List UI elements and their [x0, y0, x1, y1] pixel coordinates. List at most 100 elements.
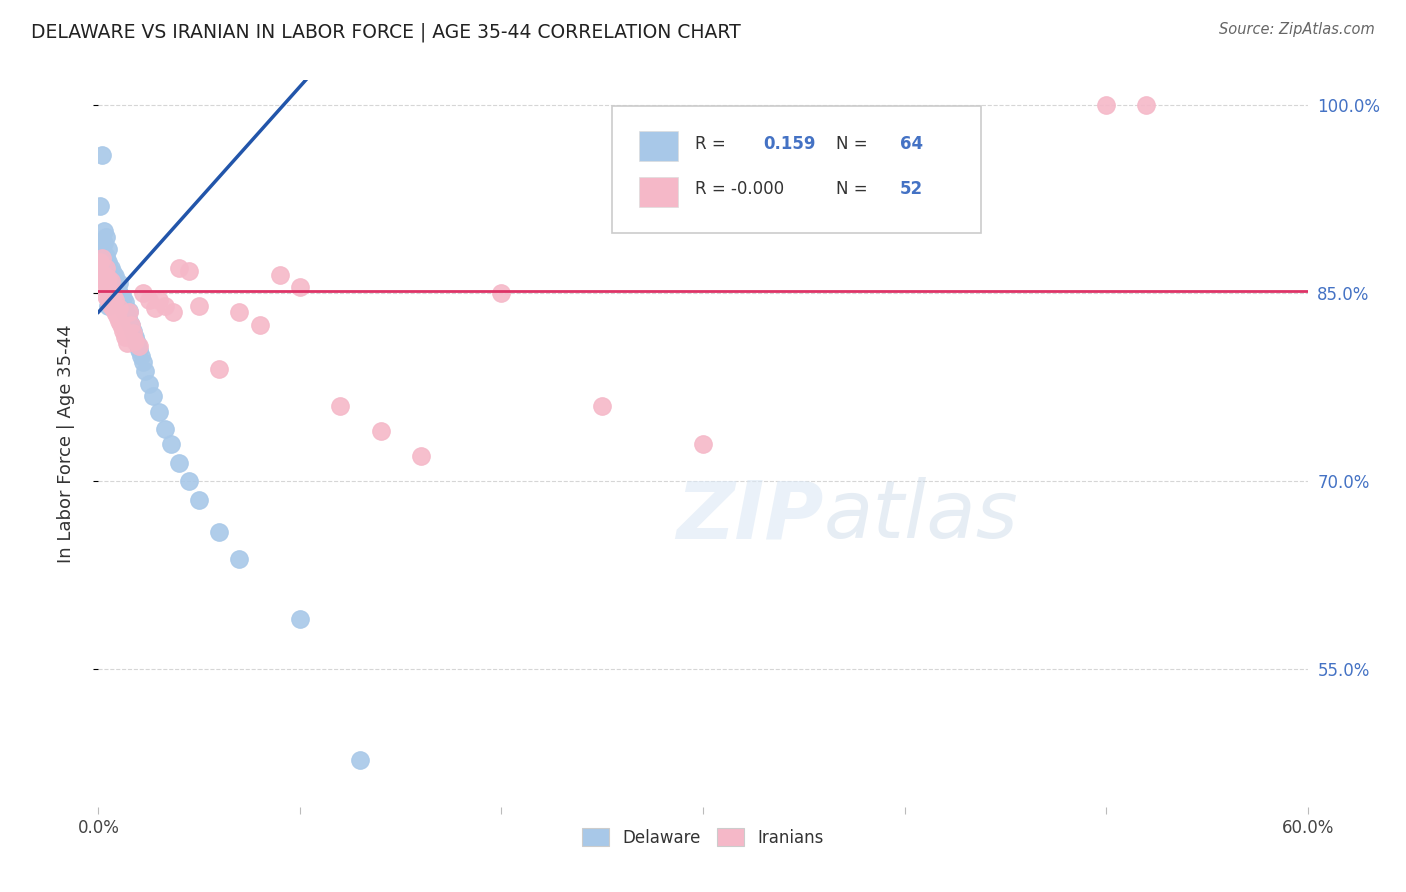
Point — [208, 361, 231, 376]
Point — [96, 230, 118, 244]
Point — [110, 289, 132, 303]
Point — [111, 324, 134, 338]
Point — [97, 243, 120, 257]
Point — [93, 249, 115, 263]
Point — [107, 301, 129, 316]
Point — [111, 292, 134, 306]
Point — [129, 349, 152, 363]
Point — [125, 336, 148, 351]
Point — [188, 299, 211, 313]
Text: N =: N = — [837, 135, 868, 153]
Text: N =: N = — [837, 180, 868, 198]
Point — [228, 552, 250, 566]
Point — [107, 296, 129, 310]
Point — [228, 305, 250, 319]
Point — [128, 339, 150, 353]
Point — [120, 318, 142, 332]
Point — [124, 334, 146, 348]
Point — [100, 261, 122, 276]
Point — [118, 305, 141, 319]
Point — [692, 437, 714, 451]
Point — [167, 456, 190, 470]
Legend: Delaware, Iranians: Delaware, Iranians — [575, 822, 831, 854]
Text: R =: R = — [695, 135, 725, 153]
Point — [100, 286, 122, 301]
Point — [96, 289, 118, 303]
FancyBboxPatch shape — [638, 178, 678, 207]
Point — [91, 236, 114, 251]
Point — [1135, 98, 1157, 112]
Point — [100, 280, 122, 294]
Point — [143, 301, 166, 316]
Point — [97, 261, 120, 276]
Point — [100, 299, 122, 313]
Point — [101, 289, 124, 303]
Text: 64: 64 — [900, 135, 924, 153]
Text: R = -0.000: R = -0.000 — [695, 180, 783, 198]
Text: Source: ZipAtlas.com: Source: ZipAtlas.com — [1219, 22, 1375, 37]
Point — [103, 268, 125, 283]
Point — [134, 364, 156, 378]
Point — [114, 295, 136, 310]
Point — [124, 330, 146, 344]
Point — [96, 277, 118, 291]
Point — [91, 271, 114, 285]
Point — [111, 301, 134, 316]
Point — [107, 314, 129, 328]
Point — [103, 305, 125, 319]
Point — [409, 450, 432, 464]
Point — [93, 236, 115, 251]
Point — [101, 266, 124, 280]
Point — [121, 324, 143, 338]
Point — [138, 376, 160, 391]
Text: atlas: atlas — [824, 477, 1019, 556]
Point — [105, 309, 128, 323]
Point — [167, 261, 190, 276]
Point — [100, 271, 122, 285]
Point — [115, 309, 138, 323]
Point — [105, 293, 128, 307]
Point — [179, 475, 201, 489]
Point — [110, 318, 132, 332]
Point — [89, 199, 111, 213]
Point — [101, 301, 124, 316]
Point — [103, 278, 125, 293]
Point — [114, 305, 136, 319]
Point — [96, 249, 118, 263]
Point — [115, 336, 138, 351]
Point — [91, 252, 114, 266]
Point — [118, 304, 141, 318]
Point — [93, 268, 115, 282]
Point — [97, 280, 120, 294]
Text: ZIP: ZIP — [676, 477, 824, 556]
Point — [132, 355, 155, 369]
Point — [491, 286, 513, 301]
Point — [101, 286, 124, 301]
Point — [208, 524, 231, 539]
Point — [103, 289, 125, 303]
Point — [101, 277, 124, 291]
Point — [93, 280, 115, 294]
Point — [97, 271, 120, 285]
Point — [329, 399, 352, 413]
Point — [288, 612, 311, 626]
Point — [148, 405, 170, 419]
Point — [97, 274, 120, 288]
Point — [269, 268, 291, 282]
Point — [96, 255, 118, 269]
Point — [97, 293, 120, 307]
Point — [153, 299, 176, 313]
Point — [100, 293, 122, 307]
Point — [179, 264, 201, 278]
Point — [93, 224, 115, 238]
Point — [96, 261, 118, 276]
Point — [110, 299, 132, 313]
Point — [249, 318, 271, 332]
Point — [107, 277, 129, 291]
Text: DELAWARE VS IRANIAN IN LABOR FORCE | AGE 35-44 CORRELATION CHART: DELAWARE VS IRANIAN IN LABOR FORCE | AGE… — [31, 22, 741, 42]
Point — [93, 249, 115, 263]
Point — [107, 286, 129, 301]
Point — [97, 299, 120, 313]
Point — [148, 293, 170, 307]
Point — [120, 318, 142, 332]
